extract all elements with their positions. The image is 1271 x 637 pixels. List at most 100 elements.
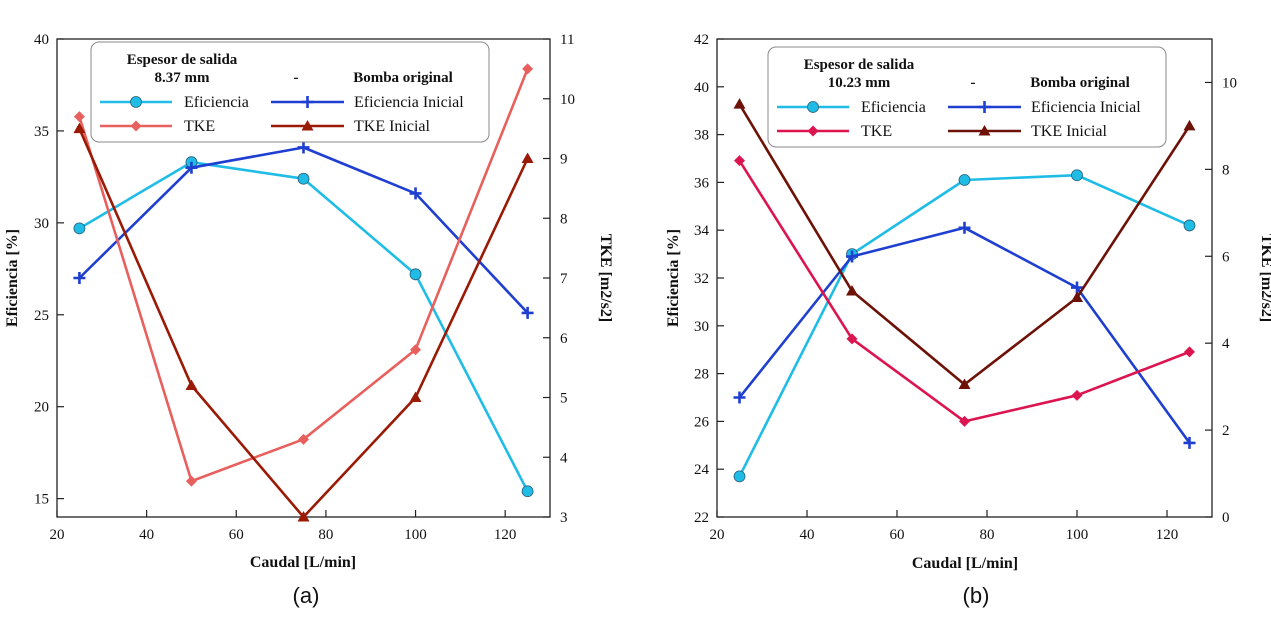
data-point-tke — [846, 333, 858, 345]
data-point-tke — [410, 344, 422, 356]
legend-swatch-marker — [978, 101, 991, 113]
x-tick-label: 20 — [710, 527, 725, 543]
y-tick-label: 35 — [34, 124, 49, 140]
legend-swatch-marker — [807, 101, 819, 113]
x-tick-label: 120 — [494, 527, 517, 543]
data-point-tke — [298, 433, 309, 445]
legend-thickness: 10.23 mm — [828, 75, 891, 91]
y2-tick-label: 9 — [560, 152, 568, 168]
legend-box — [90, 41, 490, 143]
y2-tick-label: 3 — [560, 510, 568, 526]
series-line-eficiencia-inicial — [738, 226, 1191, 444]
y2-tick-label: 7 — [560, 271, 568, 287]
data-point-eficiencia-inicial — [409, 187, 422, 200]
panel-caption: (b) — [963, 583, 990, 608]
y2-tick-label: 2 — [1222, 423, 1230, 439]
data-point-eficiencia — [1183, 219, 1196, 232]
x-tick-label: 40 — [800, 527, 815, 543]
legend-swatch-marker — [978, 125, 991, 136]
legend-label: Eficiencia — [861, 99, 926, 116]
legend-label: Eficiencia Inicial — [354, 94, 464, 111]
y2-tick-label: 6 — [1222, 249, 1230, 265]
y-tick-label: 38 — [694, 128, 709, 144]
y-tick-label: 28 — [694, 367, 709, 383]
series-tke — [734, 155, 1195, 427]
legend-swatch-marker — [301, 96, 314, 108]
y2-tick-label: 4 — [560, 450, 568, 466]
data-point-eficiencia — [733, 470, 746, 483]
legend-label: TKE — [861, 123, 892, 140]
legend-item-tke-inicial: TKE Inicial — [948, 123, 1108, 140]
legend-original-pump: Bomba original — [353, 70, 453, 86]
legend-label: TKE Inicial — [354, 118, 431, 135]
legend-item-tke: TKE — [777, 123, 892, 140]
x-tick-label: 80 — [980, 527, 995, 543]
legend-title: Espesor de salida — [127, 52, 238, 68]
y2-axis-label: TKE [m2/s2] — [1258, 234, 1271, 322]
data-point-eficiencia — [409, 268, 422, 281]
x-axis-label: Caudal [L/min] — [250, 554, 356, 571]
data-point-eficiencia-inicial — [733, 391, 746, 404]
series-tke-inicial — [733, 98, 1196, 389]
y2-tick-label: 8 — [1222, 162, 1230, 178]
y-tick-label: 40 — [694, 80, 709, 96]
data-point-tke-inicial — [409, 391, 422, 402]
legend-item-eficiencia: Eficiencia — [777, 99, 926, 116]
legend-item-eficiencia: Eficiencia — [100, 94, 249, 111]
y-tick-label: 24 — [694, 462, 710, 478]
data-point-tke-inicial — [1183, 119, 1196, 131]
y-tick-label: 40 — [34, 32, 49, 48]
series-eficiencia-inicial — [73, 141, 534, 319]
legend-item-tke-inicial: TKE Inicial — [271, 118, 431, 135]
y-tick-label: 36 — [694, 175, 710, 191]
x-tick-label: 100 — [1066, 527, 1089, 543]
legend-item-eficiencia-inicial: Eficiencia Inicial — [271, 94, 464, 111]
data-point-eficiencia-inicial — [958, 221, 971, 234]
data-point-tke-inicial — [73, 122, 86, 134]
data-point-eficiencia-inicial — [185, 161, 198, 174]
y-tick-label: 30 — [694, 319, 709, 335]
legend-dash: - — [971, 75, 976, 91]
data-point-eficiencia-inicial — [521, 306, 534, 319]
legend-label: Eficiencia — [184, 94, 249, 111]
series-eficiencia — [733, 169, 1196, 483]
legend: Espesor de salida 10.23 mm - Bomba original… — [767, 46, 1167, 148]
x-tick-label: 20 — [50, 527, 65, 543]
y-tick-label: 15 — [34, 492, 49, 508]
y2-tick-label: 10 — [1222, 75, 1237, 91]
y2-tick-label: 8 — [560, 211, 568, 227]
legend-label: TKE Inicial — [1031, 123, 1108, 140]
data-point-tke — [1184, 346, 1195, 358]
y-tick-label: 30 — [34, 216, 49, 232]
series-eficiencia — [73, 156, 534, 498]
data-point-tke-inicial — [733, 98, 746, 109]
legend-item-tke: TKE — [100, 118, 215, 135]
legend-title: Espesor de salida — [804, 57, 915, 73]
series-line-eficiencia-inicial — [78, 146, 529, 314]
data-point-eficiencia-inicial — [846, 250, 858, 263]
y-tick-label: 32 — [694, 271, 709, 287]
legend: Espesor de salida 8.37 mm - Bomba original E… — [90, 41, 490, 143]
x-tick-label: 120 — [1156, 527, 1179, 543]
data-point-tke — [959, 415, 970, 427]
legend-swatch-marker — [130, 96, 142, 108]
legend-label: TKE — [184, 118, 215, 135]
y2-tick-label: 4 — [1222, 336, 1230, 352]
data-point-eficiencia-inicial — [1183, 436, 1196, 449]
y-axis-label: Eficiencia [%] — [665, 229, 682, 327]
y-axis-label: Eficiencia [%] — [4, 229, 21, 327]
y2-tick-label: 5 — [560, 391, 568, 407]
series-tke-inicial — [73, 122, 534, 522]
x-tick-label: 60 — [229, 527, 244, 543]
y2-tick-label: 0 — [1222, 510, 1230, 526]
data-point-tke — [73, 111, 85, 123]
legend-swatch-marker — [807, 125, 819, 137]
x-tick-label: 60 — [890, 527, 905, 543]
y-tick-label: 34 — [694, 223, 710, 239]
series-tke — [73, 63, 534, 487]
data-point-eficiencia — [958, 174, 971, 186]
legend-swatch-marker — [130, 120, 142, 132]
y-tick-label: 20 — [34, 400, 49, 416]
legend-label: Eficiencia Inicial — [1031, 99, 1141, 116]
